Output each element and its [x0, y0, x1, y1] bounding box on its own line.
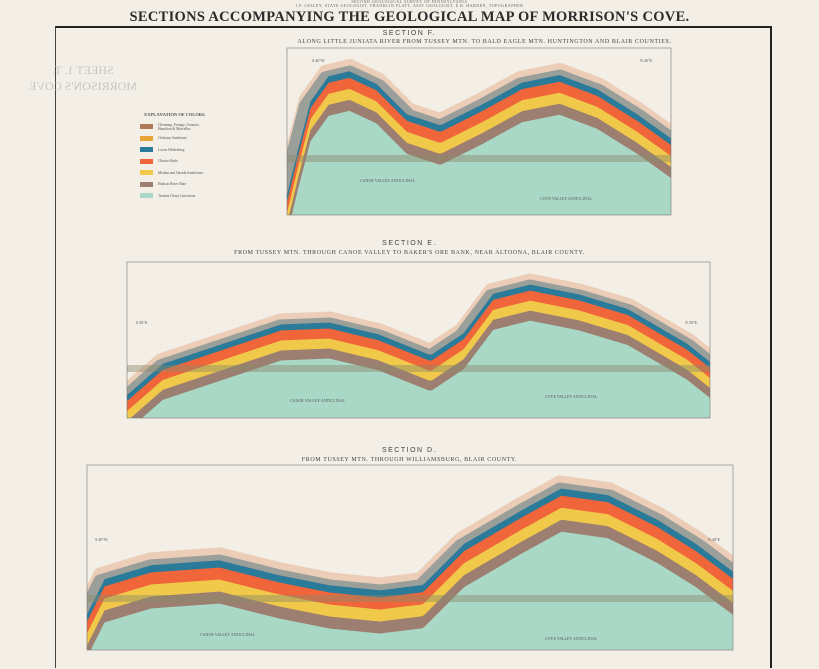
section-e-border: [126, 261, 711, 419]
hudson-river-slate-layer: [127, 309, 710, 418]
legend-item: Lower Helderberg: [140, 144, 210, 156]
section-e-heading: SECTION E.: [382, 240, 437, 247]
legend-label: Clinton Shale: [158, 159, 178, 164]
section-f-right-direction: N.40°E.: [640, 58, 653, 63]
map-frame: [55, 26, 772, 668]
ground-band: [127, 365, 710, 372]
halo-layer: [127, 273, 710, 396]
halo-layer: [87, 475, 733, 615]
section-f-core-label-2: COVE VALLEY ANTICLINAL: [540, 196, 593, 201]
survey-staff: J.P. LESLEY, STATE GEOLOGIST. FRANKLIN P…: [295, 3, 524, 8]
section-f-diagram: [287, 58, 671, 215]
legend-label: Chemung, Portage, Genesee, Hamilton & Ma…: [158, 122, 200, 131]
section-d-border: [86, 464, 734, 651]
survey-name: SECOND GEOLOGICAL SURVEY OF PENNSYLVANIA: [351, 0, 468, 4]
legend-item: Trenton Chazy Limestone: [140, 190, 210, 202]
legend-label: Trenton Chazy Limestone: [158, 193, 196, 198]
hudson-river-slate-layer: [87, 518, 733, 650]
section-e-diagram: [127, 273, 710, 418]
section-d-core-label-1: CANOE VALLEY ANTICLINAL: [200, 632, 256, 637]
medina-sandstone-layer: [127, 299, 710, 418]
halo-layer: [287, 58, 671, 196]
section-f-left-direction: S.40°W.: [312, 58, 325, 63]
section-e-left-direction: S.50°E.: [136, 320, 148, 325]
section-d-left-direction: S.40°W.: [95, 537, 108, 542]
legend-swatch: [140, 147, 153, 153]
legend-swatch: [140, 124, 153, 130]
page-title: SECTIONS ACCOMPANYING THE GEOLOGICAL MAP…: [129, 9, 690, 25]
legend-item: Clinton Shale: [140, 156, 210, 168]
medina-sandstone-layer: [87, 506, 733, 646]
section-e-core-label-2: COVE VALLEY ANTICLINAL: [545, 394, 598, 399]
legend: EXPLANATION OF COLORS. Chemung, Portage,…: [140, 112, 210, 202]
section-f-subtitle: ALONG LITTLE JUNIATA RIVER FROM TUSSEY M…: [297, 39, 672, 45]
section-e-core-label-1: CANOE VALLEY ANTICLINAL: [290, 398, 346, 403]
legend-swatch: [140, 181, 153, 187]
legend-swatch: [140, 158, 153, 164]
section-d-heading: SECTION D.: [381, 447, 438, 454]
legend-swatch: [140, 193, 153, 199]
legend-item: Chemung, Portage, Genesee, Hamilton & Ma…: [140, 121, 210, 133]
section-e-right-direction: N.50°E.: [685, 320, 698, 325]
legend-label: Lower Helderberg: [158, 147, 185, 152]
legend-label: Oriskany Sandstone: [158, 136, 187, 141]
legend-title: EXPLANATION OF COLORS.: [144, 112, 206, 117]
clinton-shale-layer: [87, 494, 733, 634]
section-e-subtitle: FROM TUSSEY MTN. THROUGH CANOE VALLEY TO…: [234, 250, 585, 256]
section-d-right-direction: N.40°E.: [708, 537, 721, 542]
clinton-shale-layer: [127, 289, 710, 412]
legend-label: Hudson River Slate: [158, 182, 187, 187]
section-d-core-label-2: COVE VALLEY ANTICLINAL: [545, 636, 598, 641]
section-d-diagram: [87, 475, 733, 650]
ground-band: [287, 155, 671, 162]
section-f-core-label-1: CANOE VALLEY ANTICLINAL: [360, 178, 416, 183]
section-f-heading: SECTION F.: [382, 30, 437, 37]
legend-swatch: [140, 135, 153, 141]
ground-band: [87, 595, 733, 602]
legend-item: Oriskany Sandstone: [140, 133, 210, 145]
legend-swatch: [140, 170, 153, 176]
section-d-subtitle: FROM TUSSEY MTN. THROUGH WILLIAMSBURG, B…: [301, 457, 518, 463]
legend-item: Medina and Oneida Sandstones: [140, 167, 210, 179]
legend-label: Medina and Oneida Sandstones: [158, 170, 204, 175]
section-f-border: [286, 47, 672, 216]
legend-item: Hudson River Slate: [140, 179, 210, 191]
